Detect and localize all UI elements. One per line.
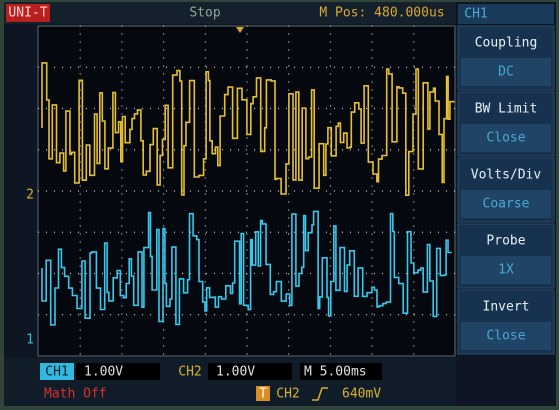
horizontal-position: M Pos: 480.000us (319, 6, 444, 21)
menu-value: Coarse (483, 197, 530, 212)
run-status: Stop (189, 6, 220, 21)
math-status: Math Off (44, 387, 107, 402)
menu-value: 1X (498, 263, 514, 278)
menu-title: Invert (483, 300, 530, 315)
menu-title: Volts/Div (471, 168, 542, 183)
timebase: M 5.00ms (304, 365, 367, 380)
menu-value: Close (486, 329, 525, 344)
trigger-level: 640mV (342, 387, 381, 402)
ch2-scale: 1.00V (216, 365, 255, 380)
menu-channel: CH1 (464, 7, 487, 22)
menu-title: Coupling (475, 36, 538, 51)
trigger-source: CH2 (276, 387, 299, 402)
ch2-label: CH2 (178, 365, 201, 380)
menu-value: DC (498, 65, 514, 80)
menu-title: Probe (486, 234, 525, 249)
ch1-marker: 1 (26, 333, 34, 348)
brand: UNI-T (8, 6, 47, 21)
ch1-scale: 1.00V (84, 365, 123, 380)
menu-title: BW Limit (475, 102, 538, 117)
menu-value: Close (486, 131, 525, 146)
oscilloscope-screen: UNI-T Stop M Pos: 480.000us CH1 2 1 Coup… (0, 0, 559, 410)
ch2-marker: 2 (26, 188, 34, 203)
ch1-label: CH1 (45, 365, 68, 380)
trigger-icon: T (259, 387, 267, 402)
